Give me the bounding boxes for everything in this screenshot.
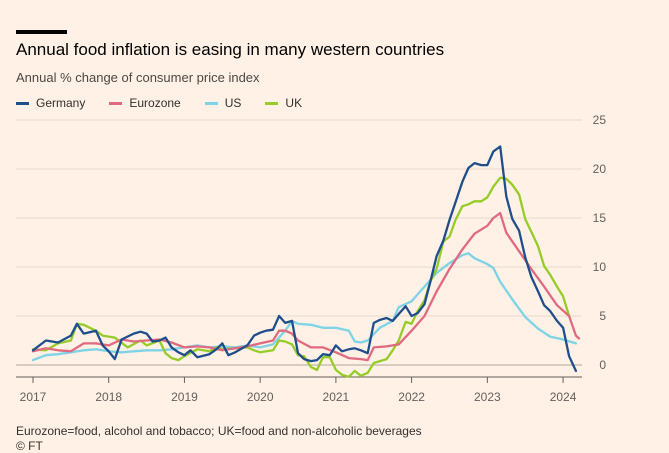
x-tick-label-2017: 2017 bbox=[20, 390, 47, 404]
y-tick-label-5: 5 bbox=[599, 309, 606, 323]
y-tick-label-25: 25 bbox=[593, 113, 607, 127]
legend-label-us: US bbox=[224, 96, 242, 110]
series-line-germany bbox=[31, 145, 578, 373]
chart-title: Annual food inflation is easing in many … bbox=[16, 40, 445, 59]
legend-label-eurozone: Eurozone bbox=[129, 96, 181, 110]
legend-item-us: US bbox=[204, 96, 242, 110]
legend-item-uk: UK bbox=[265, 96, 302, 110]
x-tick-label-2021: 2021 bbox=[323, 390, 350, 404]
y-tick-label-20: 20 bbox=[593, 162, 607, 176]
legend-swatch-us bbox=[204, 101, 218, 105]
x-tick-label-2020: 2020 bbox=[247, 390, 274, 404]
legend-swatch-eurozone bbox=[109, 101, 123, 105]
y-tick-label-0: 0 bbox=[599, 358, 606, 372]
chart-subtitle: Annual % change of consumer price index bbox=[16, 70, 260, 85]
x-tick-label-2019: 2019 bbox=[171, 390, 198, 404]
y-tick-label-10: 10 bbox=[593, 260, 607, 274]
footnote: Eurozone=food, alcohol and tobacco; UK=f… bbox=[16, 424, 422, 438]
x-tick-label-2022: 2022 bbox=[398, 390, 425, 404]
legend-swatch-uk bbox=[265, 101, 279, 105]
x-tick-label-2018: 2018 bbox=[95, 390, 122, 404]
legend-item-eurozone: Eurozone bbox=[109, 96, 181, 110]
title-accent-bar bbox=[16, 30, 67, 34]
y-tick-label-15: 15 bbox=[593, 211, 607, 225]
series-line-us bbox=[31, 252, 578, 362]
legend-swatch-germany bbox=[16, 101, 29, 105]
legend-label-uk: UK bbox=[285, 96, 303, 110]
legend-item-germany: Germany bbox=[16, 96, 85, 110]
legend: Germany Eurozone US UK bbox=[16, 96, 326, 110]
series-line-eurozone bbox=[31, 211, 581, 362]
series-line-uk bbox=[31, 176, 571, 378]
legend-label-germany: Germany bbox=[36, 96, 86, 110]
source-credit: © FT bbox=[16, 439, 43, 453]
x-tick-label-2023: 2023 bbox=[474, 390, 501, 404]
x-tick-label-2024: 2024 bbox=[550, 390, 577, 404]
